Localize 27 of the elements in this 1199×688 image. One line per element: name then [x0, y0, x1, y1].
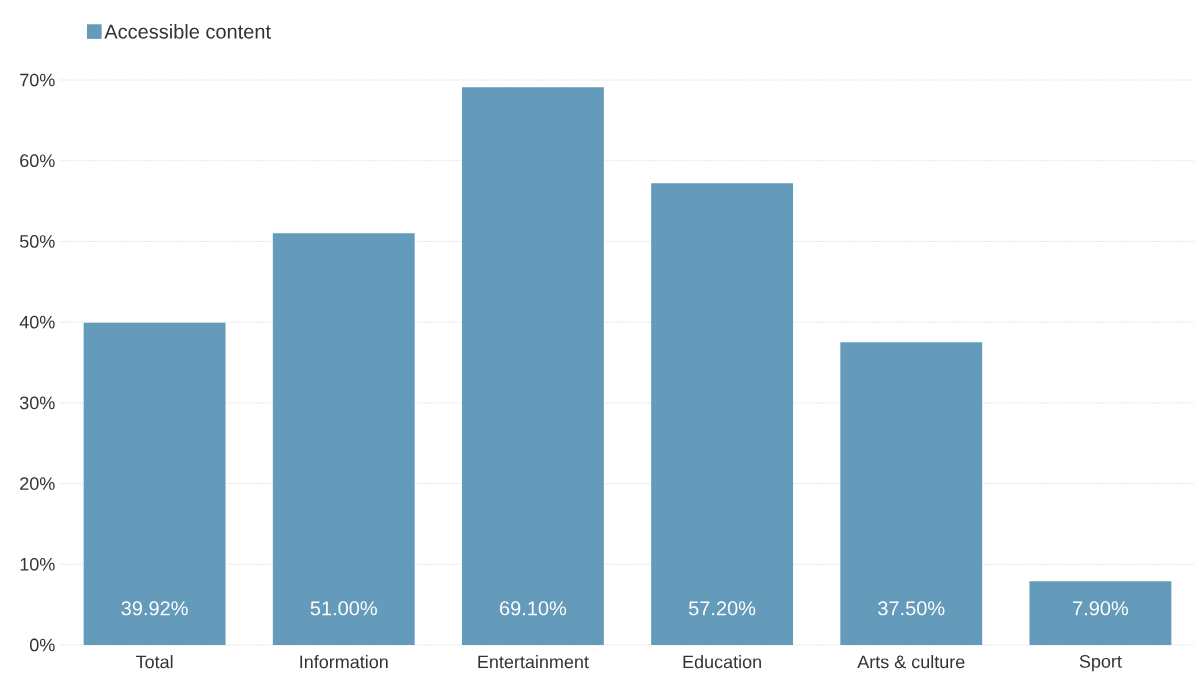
- x-tick-label: Sport: [1079, 655, 1122, 672]
- y-tick-label: 40%: [19, 315, 55, 329]
- y-tick-label: 50%: [19, 235, 55, 248]
- x-tick-label: Arts & culture: [857, 655, 965, 669]
- data-label: 69.10%: [500, 601, 567, 616]
- bar: [840, 342, 983, 645]
- x-tick-label: Total: [135, 655, 173, 669]
- x-tick-label: Education: [683, 655, 761, 669]
- bar: [83, 322, 226, 645]
- y-tick-label: 30%: [19, 396, 55, 410]
- data-label: 37.50%: [878, 601, 945, 616]
- y-tick-label: 10%: [20, 557, 55, 571]
- x-tick-label: Information: [300, 655, 388, 669]
- data-label: 57.20%: [688, 601, 756, 616]
- bar: [272, 233, 415, 645]
- bar: [651, 183, 794, 645]
- data-label: 7.90%: [1073, 601, 1129, 616]
- y-tick-label: 0%: [30, 638, 55, 652]
- bar: [1029, 581, 1172, 645]
- x-tick-label: Entertainment: [478, 655, 589, 669]
- y-tick-label: 70%: [20, 73, 55, 87]
- y-tick-label: 60%: [20, 154, 55, 168]
- legend-label: Accessible content: [104, 24, 271, 39]
- bar: [461, 87, 604, 645]
- data-label: 39.92%: [121, 601, 188, 616]
- data-label: 51.00%: [310, 601, 377, 616]
- y-tick-label: 20%: [20, 477, 55, 490]
